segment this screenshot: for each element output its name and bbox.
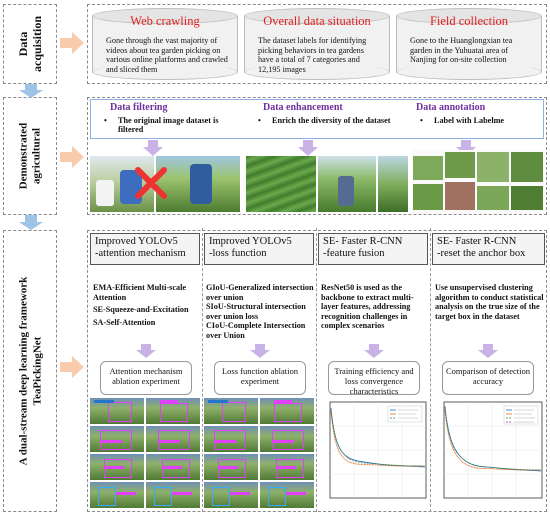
training-loss-plot	[318, 398, 430, 510]
tea-picking-photo	[156, 156, 240, 212]
data-enhancement-bullet: • Enrich the diversity of the dataset	[258, 116, 391, 125]
loss-detection-grid	[204, 398, 314, 510]
overall-data-text: The dataset labels for identifying picki…	[258, 36, 367, 74]
down-arrow-icon	[478, 344, 498, 358]
web-crawling-text: Gone through the vast majority of videos…	[106, 36, 228, 74]
column-divider	[202, 228, 203, 512]
loss-methods-list: GIoU-Generalized intersection over union…	[206, 283, 314, 340]
down-arrow-icon	[250, 344, 270, 358]
down-arrow-icon	[364, 344, 384, 358]
detection-accuracy-box: Comparison of detection accuracy	[442, 361, 534, 395]
anchor-box-text: Use unsupervised clustering algorithm to…	[435, 283, 544, 321]
stage-label-acquisition: Data acquisition	[16, 15, 45, 73]
attention-mechanism-header: Improved YOLOv5 -attention mechanism	[90, 233, 200, 265]
overall-data-cylinder: Overall data situation The dataset label…	[244, 8, 390, 80]
loss-ablation-box: Loss function ablation experiment	[214, 361, 306, 395]
field-collection-cylinder: Field collection Gone to the Huanglongxi…	[396, 8, 542, 80]
data-enhancement-title: Data enhancement	[263, 102, 343, 113]
down-arrow-icon	[298, 140, 318, 156]
down-arrow-icon	[143, 140, 163, 156]
attention-methods-list: EMA-Efficient Multi-scale Attention SE-S…	[93, 283, 189, 327]
stage-box-framework	[3, 230, 57, 512]
tea-garden-photo	[378, 156, 408, 212]
field-collection-title: Field collection	[429, 14, 509, 28]
acquisition-panel	[87, 4, 547, 84]
right-arrow-icon	[60, 356, 84, 378]
field-collection-text: Gone to the Huanglongxian tea garden in …	[410, 36, 513, 65]
down-arrow-icon	[136, 344, 156, 358]
overall-data-title: Overall data situation	[263, 14, 371, 28]
data-annotation-title: Data annotation	[416, 102, 486, 113]
reject-cross-icon	[135, 167, 167, 199]
right-arrow-icon	[60, 32, 84, 54]
right-arrow-icon	[60, 146, 84, 168]
web-crawling-title: Web crawling	[130, 14, 200, 28]
feature-fusion-header: SE- Faster R-CNN -feature fusion	[318, 233, 428, 265]
processing-header-box	[90, 99, 544, 139]
tea-garden-photo	[246, 156, 316, 212]
data-filtering-bullet: • The original image dataset is filtered	[104, 116, 219, 135]
annotated-photo-grid	[412, 150, 544, 214]
framework-panel	[87, 230, 547, 512]
down-arrow-icon	[19, 215, 43, 230]
column-divider	[430, 228, 431, 512]
data-filtering-title: Data filtering	[110, 102, 168, 113]
attention-ablation-box: Attention mechanism ablation experiment	[100, 361, 192, 395]
processing-panel	[87, 97, 547, 215]
attention-detection-grid	[90, 398, 200, 510]
anchor-loss-plot	[432, 398, 546, 510]
column-divider	[316, 228, 317, 512]
stage-label-framework: A dual-stream deep learning framework Te…	[17, 276, 43, 466]
tea-garden-photo	[318, 156, 376, 212]
stage-box-demonstrated	[3, 97, 57, 215]
web-crawling-cylinder: Web crawling Gone through the vast major…	[92, 8, 238, 80]
stage-label-demonstrated: Demonstrated agricultural	[17, 122, 43, 190]
data-annotation-bullet: • Label with Labelme	[420, 116, 505, 125]
down-arrow-icon	[19, 84, 43, 98]
anchor-box-header: SE- Faster R-CNN -reset the anchor box	[432, 233, 545, 265]
loss-function-header: Improved YOLOv5 -loss function	[204, 233, 314, 265]
down-arrow-icon	[456, 140, 476, 156]
tea-picking-photo	[90, 156, 154, 212]
feature-fusion-text: ResNet50 is used as the backbone to extr…	[321, 283, 414, 331]
training-efficiency-box: Training efficiency and loss convergence…	[328, 361, 420, 396]
stage-box-acquisition	[3, 4, 57, 84]
